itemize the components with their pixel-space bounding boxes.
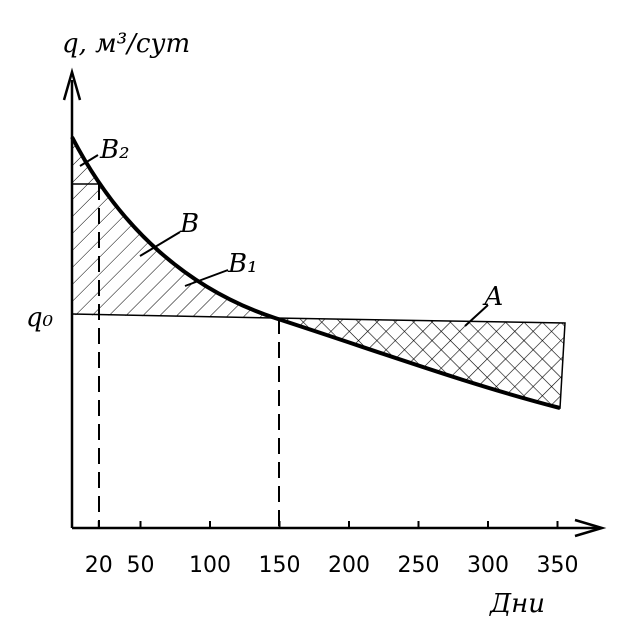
- x-tick-label: 50: [127, 553, 155, 578]
- x-ticks: 20 50 100 150 200 250 300 350: [85, 521, 579, 578]
- x-tick-label: 250: [398, 553, 440, 578]
- region-label: В: [179, 209, 199, 239]
- q0-label: q₀: [26, 303, 54, 333]
- x-tick-label: 300: [467, 553, 509, 578]
- x-tick-label: 20: [85, 553, 113, 578]
- region-label: В₁: [227, 249, 258, 279]
- x-tick-label: 350: [537, 553, 579, 578]
- y-arrow: [62, 67, 82, 101]
- curve: [70, 136, 561, 410]
- q0-line: [71, 313, 276, 319]
- region-label: А: [482, 282, 504, 312]
- leader: [464, 304, 489, 327]
- region-label: В₂: [99, 135, 130, 165]
- x-arrow: [574, 518, 607, 538]
- leader: [139, 231, 181, 257]
- leader: [184, 269, 229, 287]
- y-axis-label: q, м³/сут: [62, 29, 190, 59]
- x-tick-label: 200: [328, 553, 370, 578]
- x-axis-label: Дни: [489, 589, 545, 619]
- leader: [79, 154, 99, 167]
- x-tick-label: 100: [189, 553, 231, 578]
- region-b: [72, 137, 275, 318]
- x-tick-label: 150: [259, 553, 301, 578]
